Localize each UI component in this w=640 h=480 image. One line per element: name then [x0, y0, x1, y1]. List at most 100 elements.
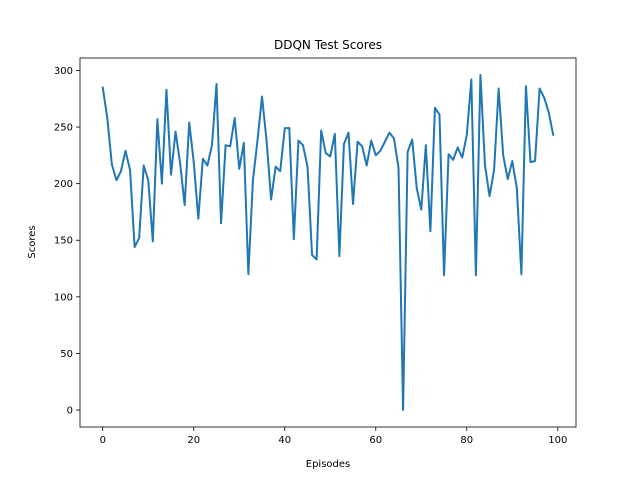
y-tick-label: 50 [60, 349, 73, 360]
data-point-43 [297, 139, 299, 141]
data-point-95 [534, 160, 536, 162]
x-tick-label: 20 [187, 435, 200, 446]
data-point-30 [238, 168, 240, 170]
y-axis-ticks: 0 50 100 150 200 250 300 [54, 66, 80, 417]
data-point-97 [543, 96, 545, 98]
data-point-23 [206, 164, 208, 166]
data-point-76 [447, 153, 449, 155]
data-point-14 [165, 88, 167, 90]
data-point-46 [311, 254, 313, 256]
data-point-80 [466, 134, 468, 136]
x-tick-label: 100 [548, 435, 567, 446]
data-point-82 [475, 274, 477, 276]
data-point-19 [188, 121, 190, 123]
data-point-72 [429, 230, 431, 232]
x-tick-label: 60 [369, 435, 382, 446]
data-point-87 [497, 87, 499, 89]
data-point-65 [397, 167, 399, 169]
data-point-10 [147, 179, 149, 181]
x-tick-label: 0 [100, 435, 106, 446]
y-tick-label: 250 [54, 123, 73, 134]
y-tick-label: 300 [54, 66, 73, 77]
data-point-54 [347, 132, 349, 134]
data-point-17 [179, 162, 181, 164]
data-point-53 [343, 143, 345, 145]
data-point-58 [365, 164, 367, 166]
data-point-27 [224, 144, 226, 146]
y-tick-label: 150 [54, 236, 73, 247]
data-point-42 [293, 238, 295, 240]
data-point-50 [329, 155, 331, 157]
data-point-71 [425, 144, 427, 146]
x-tick-label: 80 [460, 435, 473, 446]
data-point-36 [265, 139, 267, 141]
data-point-99 [552, 134, 554, 136]
data-point-61 [379, 150, 381, 152]
data-point-88 [502, 154, 504, 156]
data-point-8 [138, 237, 140, 239]
y-tick-label: 200 [54, 179, 73, 190]
data-point-85 [488, 195, 490, 197]
data-point-49 [325, 152, 327, 154]
data-point-63 [388, 132, 390, 134]
data-point-21 [197, 218, 199, 220]
data-point-20 [193, 161, 195, 163]
data-point-93 [525, 85, 527, 87]
data-point-32 [247, 273, 249, 275]
data-point-68 [411, 138, 413, 140]
data-point-4 [120, 170, 122, 172]
data-point-37 [270, 198, 272, 200]
data-point-11 [152, 240, 154, 242]
data-point-47 [315, 258, 317, 260]
data-point-34 [256, 139, 258, 141]
data-point-48 [320, 129, 322, 131]
data-point-77 [452, 159, 454, 161]
data-point-98 [548, 111, 550, 113]
y-axis-label: Scores [27, 225, 38, 258]
data-point-96 [538, 87, 540, 89]
data-point-44 [302, 144, 304, 146]
x-axis-ticks: 0 20 40 60 80 100 [100, 427, 567, 446]
data-point-51 [334, 133, 336, 135]
data-point-28 [229, 145, 231, 147]
data-point-39 [279, 170, 281, 172]
axes-frame [79, 57, 577, 428]
data-point-62 [384, 141, 386, 143]
data-point-18 [183, 204, 185, 206]
data-point-55 [352, 203, 354, 205]
data-point-92 [520, 273, 522, 275]
data-point-2 [111, 163, 113, 165]
data-point-24 [211, 144, 213, 146]
data-point-60 [375, 154, 377, 156]
data-point-9 [143, 164, 145, 166]
data-point-83 [479, 74, 481, 76]
data-point-79 [461, 156, 463, 158]
data-point-41 [288, 127, 290, 129]
data-point-31 [243, 142, 245, 144]
data-point-0 [102, 86, 104, 88]
data-point-56 [356, 141, 358, 143]
chart-title: DDQN Test Scores [274, 38, 382, 52]
data-point-91 [516, 187, 518, 189]
data-point-78 [456, 146, 458, 148]
data-point-90 [511, 160, 513, 162]
series-line [101, 73, 555, 412]
data-point-13 [161, 182, 163, 184]
data-point-64 [393, 137, 395, 139]
data-point-52 [338, 255, 340, 257]
y-tick-label: 0 [67, 406, 73, 417]
data-point-5 [124, 150, 126, 152]
data-point-29 [234, 117, 236, 119]
data-point-84 [484, 164, 486, 166]
data-point-70 [420, 208, 422, 210]
data-point-35 [261, 95, 263, 97]
data-point-38 [274, 165, 276, 167]
data-point-94 [529, 161, 531, 163]
data-point-1 [106, 117, 108, 119]
data-point-16 [174, 130, 176, 132]
data-point-81 [470, 78, 472, 80]
x-tick-label: 40 [278, 435, 291, 446]
data-point-67 [406, 151, 408, 153]
